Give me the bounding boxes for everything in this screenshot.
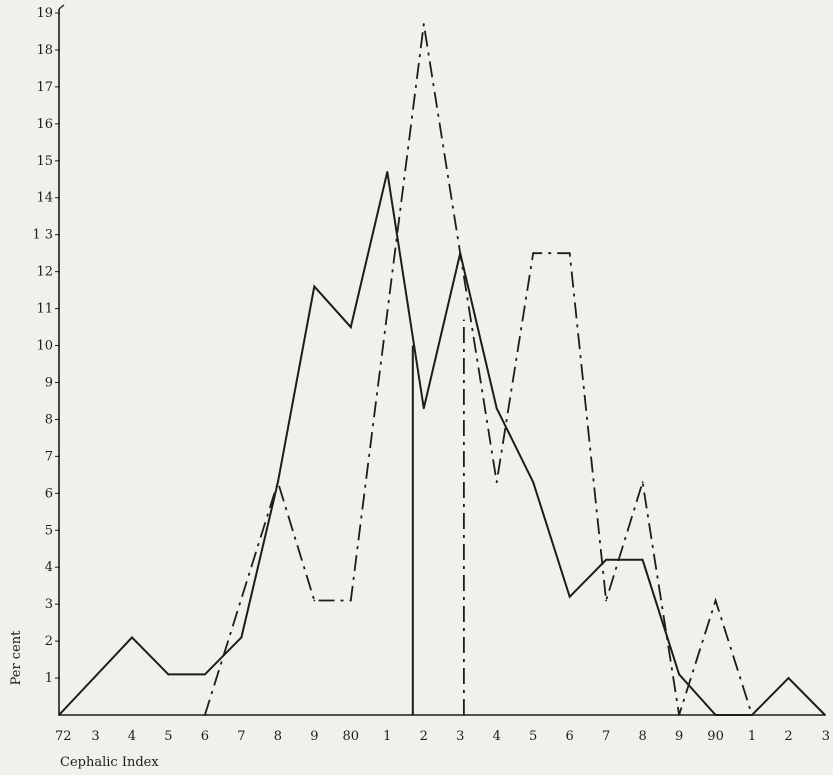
x-tick-label: 1 — [748, 729, 756, 744]
x-tick-label: 80 — [343, 729, 360, 744]
data-point — [714, 599, 717, 602]
y-tick-label: 18 — [36, 43, 53, 58]
series-solid-line — [58, 171, 826, 716]
x-tick-label: 9 — [310, 729, 318, 744]
data-point — [459, 252, 462, 255]
data-point — [276, 481, 279, 484]
series-layer — [58, 23, 826, 716]
data-point — [605, 599, 608, 602]
y-tick-label: 10 — [36, 339, 53, 354]
data-point — [678, 714, 680, 716]
data-point — [495, 407, 498, 410]
data-point — [641, 558, 644, 561]
data-point — [751, 714, 753, 716]
x-tick-label: 1 — [383, 729, 391, 744]
x-tick-label: 3 — [822, 729, 830, 744]
x-tick-label: 3 — [91, 729, 99, 744]
data-point — [568, 595, 571, 598]
y-tick-label: 9 — [45, 375, 53, 390]
y-tick-label: 14 — [36, 191, 53, 206]
series-dash-dot-line — [204, 23, 753, 716]
y-tick-label: 2 — [45, 634, 53, 649]
y-tick-label: 19 — [36, 6, 53, 21]
data-point — [714, 714, 717, 716]
y-axis-top-hook — [58, 4, 65, 10]
x-tick-label: 7 — [602, 729, 610, 744]
y-tick-label: 7 — [45, 449, 53, 464]
data-point — [131, 636, 133, 639]
y-tick-label: 8 — [45, 412, 53, 427]
data-point — [422, 407, 425, 410]
x-tick-label: 8 — [638, 729, 646, 744]
data-point — [204, 714, 206, 716]
y-tick-label: 16 — [36, 117, 53, 132]
y-tick-label: 17 — [36, 80, 53, 95]
data-point — [58, 714, 60, 716]
data-point — [313, 599, 316, 602]
data-point — [678, 673, 680, 676]
data-point — [568, 252, 571, 255]
data-point — [240, 636, 243, 639]
x-tick-label: 6 — [566, 729, 574, 744]
y-tick-label: 1 — [45, 671, 53, 686]
x-axis: 72 3 4 5 6 7 8 9 80 1 2 3 4 5 6 7 8 9 90 1 2 3 — [55, 714, 830, 744]
x-tick-label: 5 — [164, 729, 172, 744]
data-point — [167, 673, 170, 676]
x-tick-label: 4 — [493, 729, 501, 744]
y-tick-label: 4 — [45, 560, 53, 575]
x-tick-label: 2 — [420, 729, 428, 744]
y-tick-label: 6 — [45, 486, 53, 501]
x-tick-label: 6 — [201, 729, 209, 744]
y-tick-label: 11 — [36, 302, 53, 317]
x-tick-label: 9 — [675, 729, 683, 744]
data-point — [349, 599, 352, 602]
y-tick-label: 5 — [45, 523, 53, 538]
y-tick-label: 15 — [36, 154, 53, 169]
x-tick-label: 2 — [784, 729, 792, 744]
data-point — [495, 481, 498, 484]
y-tick-label: 12 — [36, 265, 53, 280]
x-tick-label: 5 — [529, 729, 537, 744]
x-tick-label: 7 — [237, 729, 245, 744]
data-point — [386, 170, 389, 173]
x-tick-label: 4 — [128, 729, 136, 744]
y-tick-label: 1 3 — [32, 228, 53, 243]
data-point — [824, 714, 826, 716]
data-point — [532, 252, 535, 255]
x-tick-label: 3 — [456, 729, 464, 744]
y-axis-title: Per cent — [9, 630, 24, 686]
data-point — [349, 326, 352, 328]
y-tick-label: 3 — [45, 597, 53, 612]
data-point — [605, 558, 608, 561]
data-point — [787, 677, 790, 679]
x-tick-label: 90 — [707, 729, 724, 744]
data-point — [641, 481, 644, 484]
x-axis-title: Cephalic Index — [60, 755, 159, 770]
x-tick-label: 72 — [55, 729, 72, 744]
data-point — [313, 285, 316, 288]
x-tick-label: 8 — [274, 729, 282, 744]
data-point — [204, 673, 206, 676]
data-point — [532, 481, 535, 484]
data-point — [422, 23, 425, 25]
